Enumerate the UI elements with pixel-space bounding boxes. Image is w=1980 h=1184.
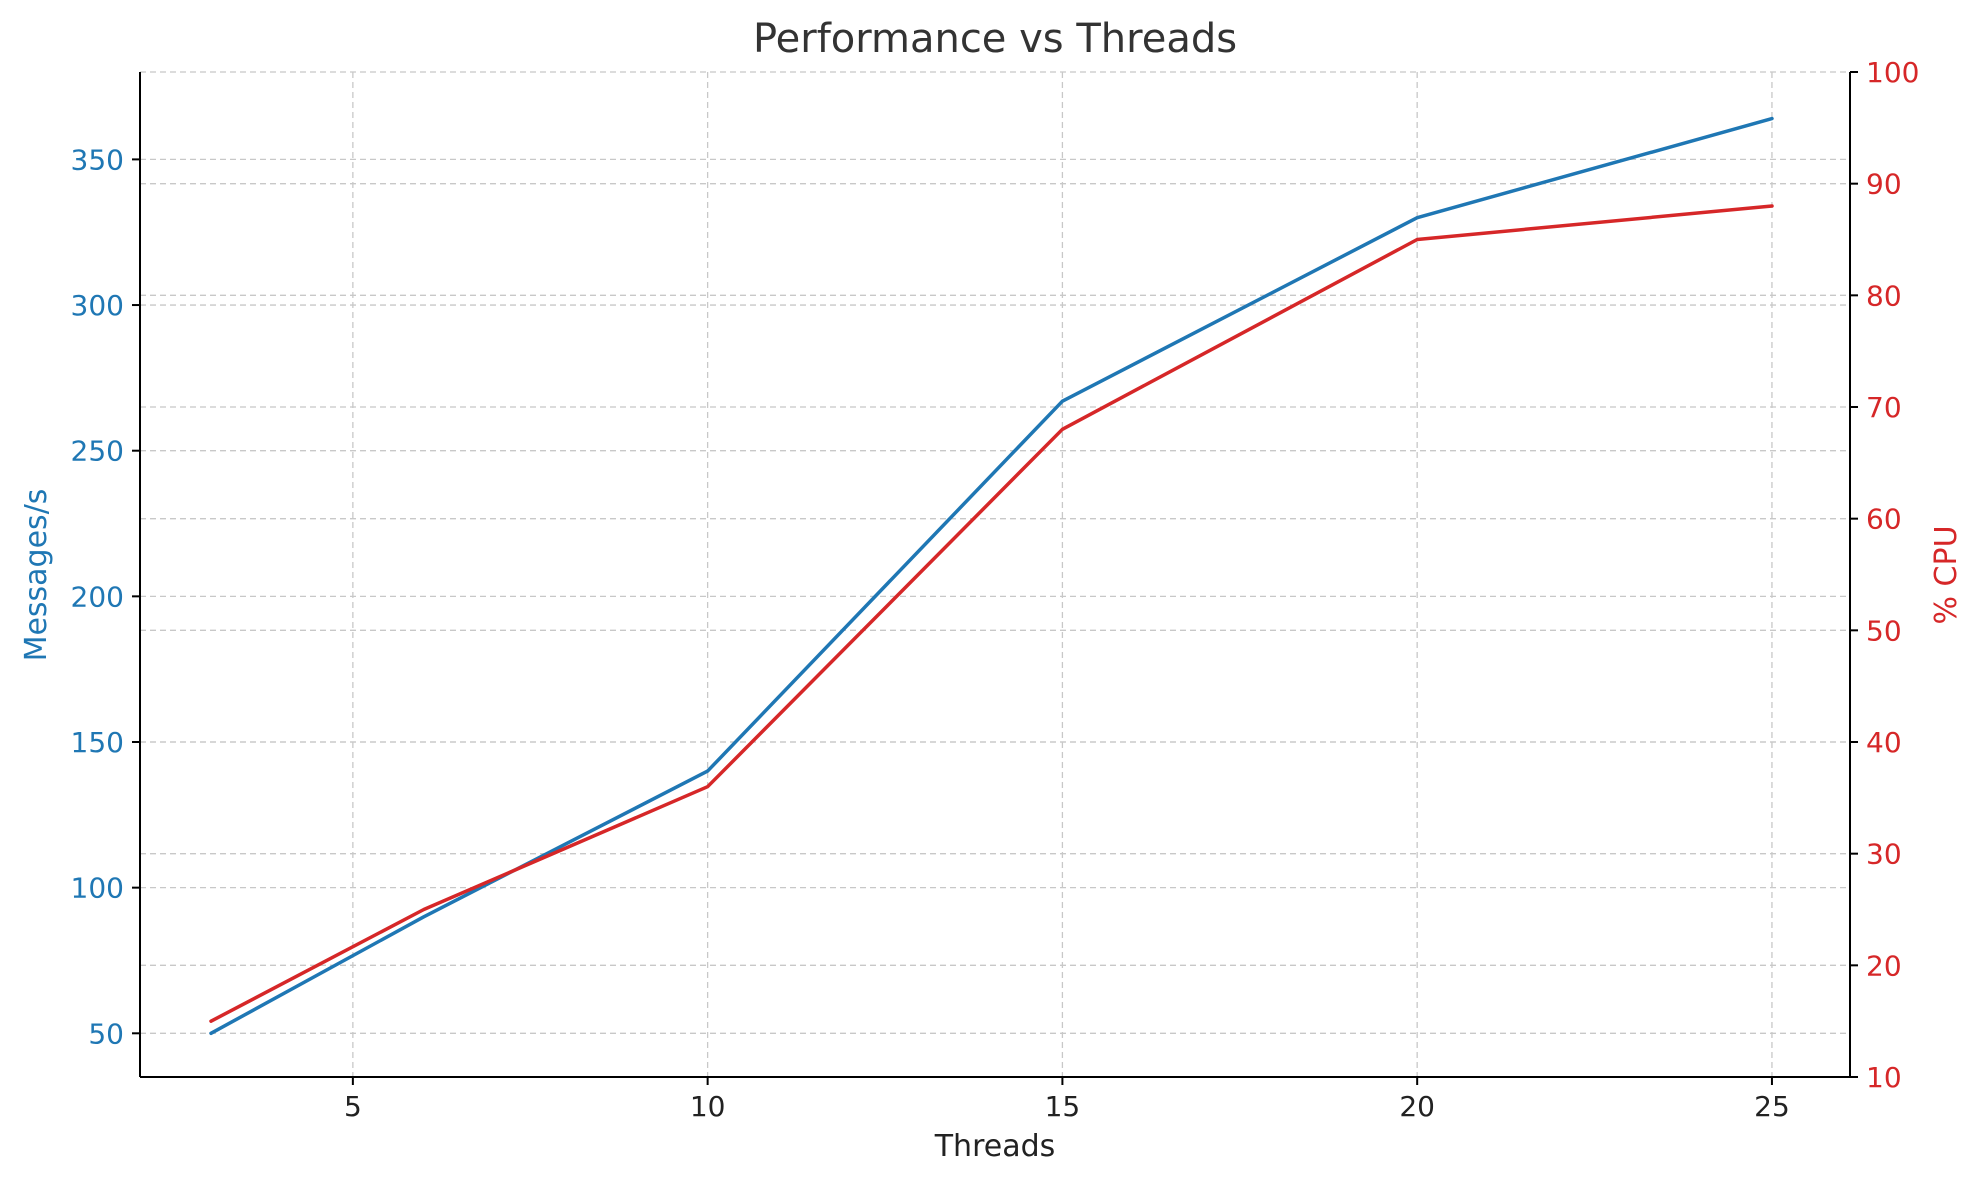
axes-layer [139, 72, 1851, 1078]
left-axis-label: Messages/s [19, 489, 54, 662]
messages-series-line [209, 116, 1774, 1036]
right-y-tick-label: 90 [1866, 168, 1902, 201]
x-tick-label: 20 [1399, 1090, 1435, 1123]
right-y-tick-label: 80 [1866, 279, 1902, 312]
right-y-tick-label: 70 [1866, 391, 1902, 424]
left-y-tick-label: 50 [88, 1017, 124, 1050]
x-tick-label: 10 [690, 1090, 726, 1123]
left-y-tick-label: 250 [71, 435, 124, 468]
left-y-tick-label: 200 [71, 580, 124, 613]
right-y-tick-label: 40 [1866, 726, 1902, 759]
right-y-tick-label: 20 [1866, 949, 1902, 982]
cpu-series-line [209, 204, 1774, 1023]
x-tick-label: 5 [344, 1090, 362, 1123]
ticks-layer: 5 10 15 20 25 50 100 150 200 250 300 350 10 20 30 40 50 6… [71, 56, 1920, 1123]
grid-layer [140, 71, 1850, 1078]
left-y-tick-label: 300 [71, 289, 124, 322]
x-tick-label: 15 [1045, 1090, 1081, 1123]
left-y-tick-label: 100 [71, 872, 124, 905]
x-tick-label: 25 [1754, 1090, 1790, 1123]
right-y-tick-label: 30 [1866, 838, 1902, 871]
left-y-tick-label: 350 [71, 143, 124, 176]
left-y-tick-label: 150 [71, 726, 124, 759]
right-y-tick-label: 50 [1866, 614, 1902, 647]
x-axis-label: Threads [934, 1129, 1056, 1164]
right-axis-label: % CPU [1929, 525, 1964, 624]
chart-title: Performance vs Threads [753, 16, 1237, 62]
series-layer [209, 116, 1774, 1036]
right-y-tick-label: 100 [1866, 56, 1919, 89]
right-y-tick-label: 10 [1866, 1061, 1902, 1094]
right-y-tick-label: 60 [1866, 503, 1902, 536]
